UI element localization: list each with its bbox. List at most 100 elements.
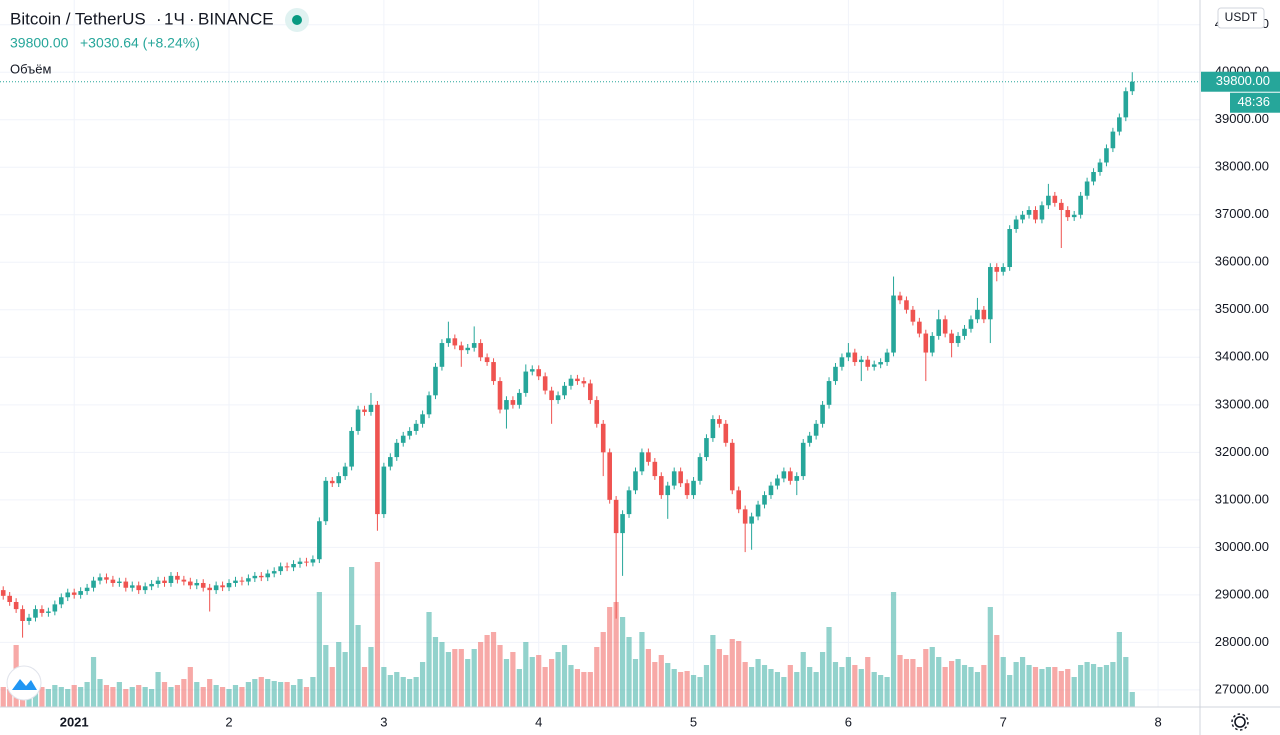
candle-body xyxy=(626,490,632,515)
volume-bar xyxy=(510,652,516,707)
candle-body xyxy=(613,499,619,534)
candle-body xyxy=(375,404,380,515)
volume-bar xyxy=(58,687,64,707)
candle-body xyxy=(1071,214,1077,218)
volume-bar xyxy=(710,635,716,707)
volume-bar xyxy=(484,635,490,707)
candle-body xyxy=(536,369,542,377)
candle-body xyxy=(936,319,942,336)
interval: 1Ч xyxy=(164,9,185,28)
volume-bar xyxy=(265,679,271,707)
candle-body xyxy=(807,435,812,443)
volume-bar xyxy=(1071,677,1077,707)
candle-body xyxy=(923,333,929,353)
candle-body xyxy=(1020,214,1025,220)
volume-bar xyxy=(426,612,432,707)
volume-bar xyxy=(374,562,381,707)
volume-bar xyxy=(736,641,742,707)
volume-bar xyxy=(1123,657,1129,707)
candle-body xyxy=(736,490,742,510)
currency-button[interactable] xyxy=(1217,7,1265,29)
volume-bar xyxy=(497,645,503,707)
logo[interactable] xyxy=(6,665,42,701)
candle-body xyxy=(768,485,774,496)
volume-bar xyxy=(632,659,639,707)
volume-bar xyxy=(787,665,793,707)
candle-body xyxy=(549,390,554,401)
candle-body xyxy=(465,347,471,351)
candle-body xyxy=(84,587,90,592)
volume-bar xyxy=(1013,662,1019,707)
volume-bar xyxy=(1032,667,1039,707)
candle-body xyxy=(607,452,612,500)
candle-body xyxy=(871,364,877,367)
y-tick-label: 33000.00 xyxy=(1215,396,1269,411)
candle-body xyxy=(181,579,187,582)
volume-bar xyxy=(723,655,729,707)
volume-bar xyxy=(71,685,77,707)
volume-bar xyxy=(116,682,122,707)
volume-bar xyxy=(400,677,406,707)
candle-body xyxy=(562,385,567,396)
symbol: Bitcoin / TetherUS xyxy=(10,9,146,28)
volume-bar xyxy=(561,645,568,707)
candle-body xyxy=(955,335,961,344)
candle-body xyxy=(917,321,922,334)
candle-body xyxy=(239,580,245,582)
volume-bar xyxy=(187,667,193,707)
candle-body xyxy=(71,592,77,595)
candle-body xyxy=(897,295,903,301)
volume-bar xyxy=(278,682,284,707)
separator: · xyxy=(189,9,195,28)
volume-bar xyxy=(368,647,374,707)
volume-bar xyxy=(258,677,264,707)
candle-body xyxy=(891,295,896,353)
y-tick-label: 39000.00 xyxy=(1215,111,1269,126)
countdown: 48:36 xyxy=(1237,94,1270,109)
volume-bar xyxy=(1058,671,1064,707)
candle-body xyxy=(1065,210,1071,218)
candle-body xyxy=(684,483,690,496)
candle-body xyxy=(226,582,232,588)
candle-body xyxy=(704,438,709,458)
candle-body xyxy=(600,423,606,453)
candle-body xyxy=(517,392,522,405)
price-badge xyxy=(1201,71,1280,92)
candle-body xyxy=(39,609,45,613)
candle-body xyxy=(452,338,458,346)
volume-bar xyxy=(781,677,787,707)
volume-bar xyxy=(594,647,600,707)
candle-body xyxy=(194,582,200,586)
candle-body xyxy=(1033,210,1038,220)
candle-body xyxy=(7,595,12,602)
candle-body xyxy=(781,471,787,479)
volume-bar xyxy=(658,655,664,707)
volume-label: Объём xyxy=(10,61,51,76)
volume-bar xyxy=(536,655,542,707)
candle-body xyxy=(652,461,658,477)
x-tick-label: 2 xyxy=(225,714,232,729)
volume-bar xyxy=(768,669,774,707)
candle-body xyxy=(633,471,638,491)
volume-bar xyxy=(613,602,619,707)
candle-body xyxy=(33,609,38,618)
candle-body xyxy=(20,609,25,622)
candle-body xyxy=(1117,117,1122,132)
candle-body xyxy=(446,338,451,344)
candle-body xyxy=(1097,162,1103,172)
volume-bar xyxy=(574,669,581,707)
volume-bar xyxy=(381,667,387,707)
candle-body xyxy=(155,580,161,584)
settings[interactable] xyxy=(1231,713,1249,731)
volume-bar xyxy=(419,662,426,707)
volume-bar xyxy=(394,672,400,707)
volume-bar xyxy=(110,687,116,707)
volume-bar xyxy=(123,689,129,707)
candle-body xyxy=(794,476,800,481)
volume-bar xyxy=(432,637,439,707)
header: Bitcoin / TetherUS · 1Ч · BINANCE 39800.… xyxy=(10,8,309,76)
candle-body xyxy=(775,478,780,486)
y-tick-label: 36000.00 xyxy=(1215,254,1269,269)
volume-bar xyxy=(1090,664,1097,707)
